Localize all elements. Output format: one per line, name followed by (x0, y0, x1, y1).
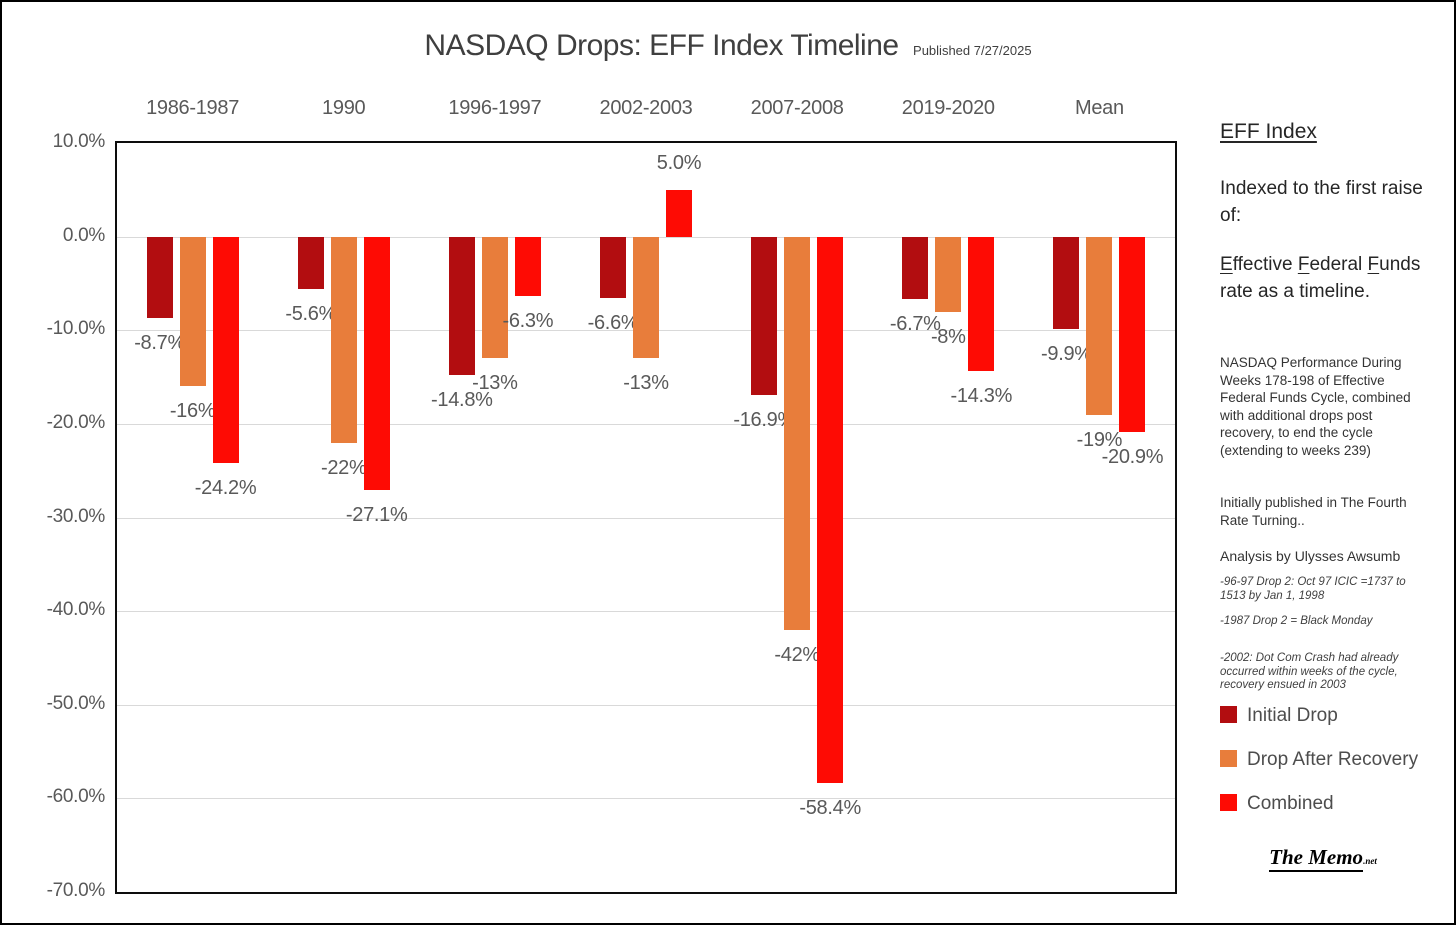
bar-value-label: -27.1% (345, 504, 408, 527)
legend-label: Combined (1247, 793, 1334, 814)
y-axis-tick: -60.0% (46, 786, 106, 808)
category-label: 1986-1987 (146, 97, 240, 119)
bar-initial-drop-1986-1987 (146, 236, 173, 319)
bar-value-label: -9.9% (1041, 343, 1092, 366)
bar-drop-after-recovery-1996-1997 (481, 236, 508, 359)
legend-item-initial-drop: Initial Drop (1220, 705, 1338, 727)
y-axis-tick: -20.0% (46, 411, 106, 433)
bar-value-label: -16% (169, 400, 216, 423)
bar-value-label: -8% (930, 325, 966, 348)
bar-value-label: -14.3% (950, 384, 1013, 407)
bar-combined-2019-2020 (968, 236, 995, 371)
panel-footnote: -1987 Drop 2 = Black Monday (1220, 615, 1373, 627)
bar-value-label: -5.6% (285, 303, 337, 326)
bar-initial-drop-1990 (297, 236, 324, 290)
gridline (117, 611, 1175, 613)
bar-value-label: -20.9% (1101, 446, 1164, 469)
bar-initial-drop-2007-2008 (751, 236, 778, 395)
bar-value-label: -8.7% (134, 332, 185, 355)
gridline (117, 517, 1175, 519)
bar-value-label: -13% (623, 372, 669, 395)
bar-initial-drop-2002-2003 (600, 236, 626, 299)
memo-logo-text: The Memo (1269, 845, 1364, 872)
bar-value-label: -13% (472, 372, 518, 395)
bar-value-label: -6.6% (587, 312, 639, 335)
bar-initial-drop-Mean (1053, 236, 1080, 330)
underlined-initial: F (1297, 254, 1310, 275)
bar-drop-after-recovery-2019-2020 (935, 236, 962, 312)
panel-footnote: -2002: Dot Com Crash had already occurre… (1220, 652, 1399, 691)
legend-label: Drop After Recovery (1247, 749, 1419, 770)
category-label: 2007-2008 (750, 97, 844, 119)
legend-item-combined: Combined (1220, 793, 1334, 815)
panel-footnote: -96-97 Drop 2: Oct 97 ICIC =1737 to 1513… (1220, 576, 1406, 602)
title-row: NASDAQ Drops: EFF Index Timeline Publish… (2, 29, 1454, 63)
bar-drop-after-recovery-Mean (1086, 236, 1113, 415)
panel-analysis-credit: Analysis by Ulysses Awsumb (1220, 548, 1401, 564)
side-panel: EFF Index Indexed to the first raise of:… (1220, 120, 1426, 910)
bar-combined-Mean (1119, 236, 1146, 433)
y-axis-tick: -50.0% (46, 692, 106, 714)
bar-combined-1996-1997 (514, 236, 541, 296)
y-axis-tick: 10.0% (52, 131, 106, 152)
legend-swatch-icon (1220, 750, 1237, 767)
bar-combined-1986-1987 (212, 236, 239, 464)
bar-value-label: -6.3% (502, 309, 554, 332)
bar-drop-after-recovery-1986-1987 (179, 236, 206, 387)
bar-value-label: -22% (320, 456, 367, 479)
legend-label: Initial Drop (1247, 705, 1338, 726)
panel-effective-text: Effective Federal Funds rate as a timeli… (1220, 254, 1421, 302)
category-label: 2002-2003 (599, 97, 693, 119)
bar-value-label: -42% (774, 643, 820, 666)
y-axis-tick: -10.0% (46, 318, 106, 340)
plot-area: 10.0% 0.0% -10.0% -20.0% -30.0% -40.0% -50.0% -… (47, 97, 1177, 901)
y-axis-tick: -40.0% (46, 599, 106, 621)
gridline (117, 704, 1175, 706)
gridline (117, 798, 1175, 800)
y-axis-tick: 0.0% (62, 224, 105, 246)
chart-title: NASDAQ Drops: EFF Index Timeline (424, 29, 899, 62)
bar-value-label: -14.8% (431, 389, 493, 412)
bar-initial-drop-2019-2020 (902, 236, 929, 300)
bar-value-label: -58.4% (799, 797, 861, 820)
bar-combined-2007-2008 (817, 236, 844, 784)
bar-combined-2002-2003 (666, 189, 692, 237)
memo-logo: The Memo.net (1220, 845, 1426, 872)
published-date: Published 7/27/2025 (913, 43, 1032, 58)
gridline (117, 423, 1175, 425)
category-label: 1990 (322, 97, 366, 119)
panel-description: NASDAQ Performance During Weeks 178-198 … (1220, 355, 1411, 458)
panel-published-note: Initially published in The Fourth Rate T… (1220, 495, 1407, 528)
bar-combined-1990 (363, 236, 390, 491)
bar-drop-after-recovery-2007-2008 (784, 236, 811, 630)
bar-drop-after-recovery-1990 (330, 236, 357, 443)
panel-intro: Indexed to the first raise of: (1220, 178, 1423, 226)
bar-value-label: -6.7% (889, 313, 941, 336)
category-label: 2019-2020 (901, 97, 995, 119)
bar-initial-drop-1996-1997 (448, 236, 475, 376)
underlined-initial: F (1367, 254, 1380, 275)
underlined-initial: E (1220, 254, 1233, 275)
bar-value-label: 5.0% (656, 151, 702, 174)
legend-swatch-icon (1220, 794, 1237, 811)
y-axis-tick: -70.0% (46, 880, 106, 901)
y-axis-tick: -30.0% (46, 505, 106, 527)
legend-item-drop-after-recovery: Drop After Recovery (1220, 749, 1418, 771)
bar-value-label: -24.2% (194, 477, 257, 500)
bar-value-label: -19% (1076, 428, 1123, 451)
category-label: 1996-1997 (448, 97, 542, 119)
panel-heading: EFF Index (1220, 120, 1317, 143)
memo-logo-suffix: .net (1363, 856, 1377, 866)
bar-drop-after-recovery-2002-2003 (633, 236, 659, 359)
legend-swatch-icon (1220, 706, 1237, 723)
category-label: Mean (1075, 97, 1124, 119)
bar-value-label: -16.9% (733, 408, 795, 431)
